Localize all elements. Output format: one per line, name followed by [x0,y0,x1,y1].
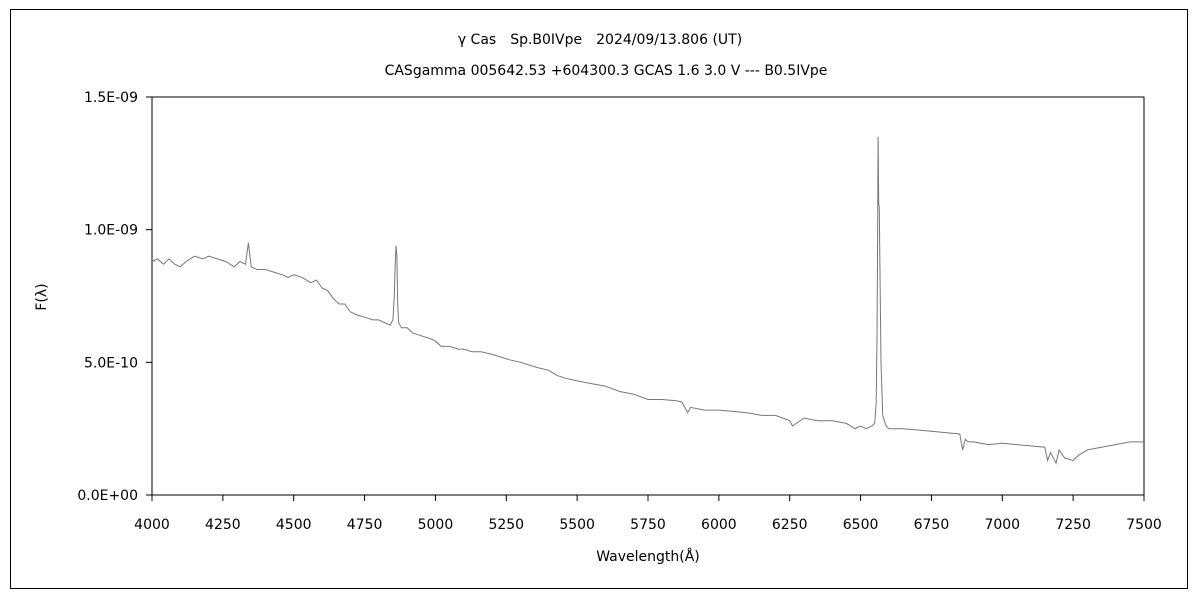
x-tick-label: 4000 [134,517,170,533]
x-tick-label: 4750 [347,517,383,533]
y-tick-label: 0.0E+00 [77,488,138,504]
x-tick-label: 6250 [772,517,808,533]
x-tick-label: 6500 [843,517,879,533]
chart-title: γ Cas Sp.B0IVpe 2024/09/13.806 (UT) [458,32,742,48]
x-tick-label: 5500 [559,517,595,533]
x-tick-label: 4500 [276,517,312,533]
x-tick-label: 5000 [418,517,454,533]
x-axis-label: Wavelength(Å) [596,548,700,565]
x-tick-label: 7500 [1126,517,1162,533]
x-tick-label: 5250 [488,517,524,533]
y-axis: 0.0E+00 5.0E-10 1.0E-09 1.5E-09 [77,90,152,504]
x-tick-label: 6750 [914,517,950,533]
x-tick-label: 5750 [630,517,666,533]
x-tick-label: 7250 [1055,517,1091,533]
spectrum-line [151,136,1144,465]
chart-frame [10,9,1188,589]
x-tick-label: 4250 [205,517,241,533]
y-tick-label: 1.5E-09 [84,90,138,106]
x-tick-label: 6000 [701,517,737,533]
x-tick-label: 7000 [984,517,1020,533]
y-tick-label: 5.0E-10 [84,355,138,371]
x-axis: 4000 4250 4500 4750 5000 5250 5500 5750 6000 6250… [134,495,1162,533]
y-tick-label: 1.0E-09 [84,223,138,239]
chart-subtitle: CASgamma 005642.53 +604300.3 GCAS 1.6 3.… [385,63,828,79]
y-axis-label: F(λ) [34,283,50,310]
plot-area [151,96,1145,496]
